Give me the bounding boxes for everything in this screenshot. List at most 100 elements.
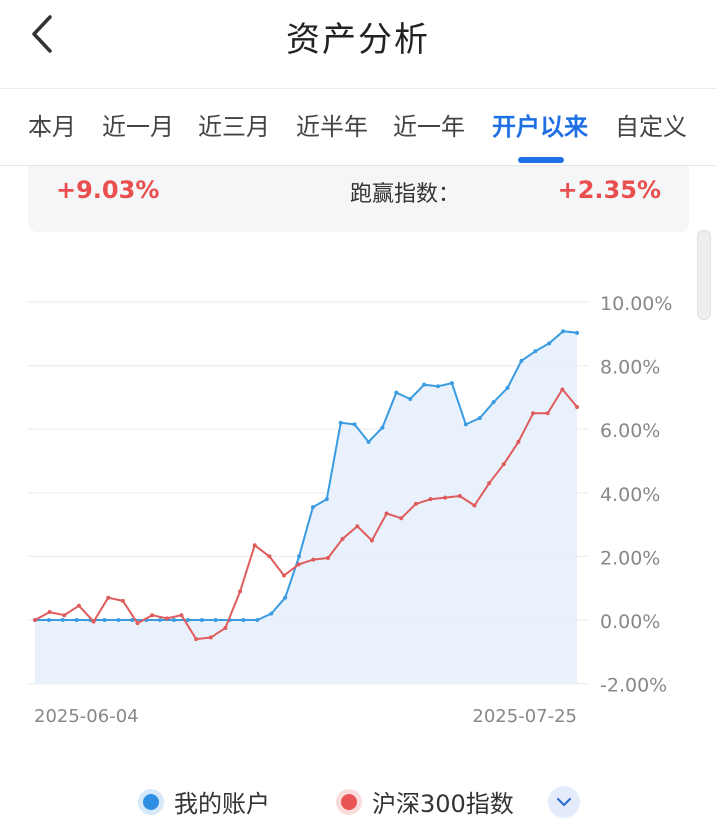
y-tick-label: 6.00% xyxy=(600,420,660,442)
index-data-point xyxy=(33,618,37,622)
index-data-point xyxy=(457,493,462,498)
x-tick-label-end: 2025-07-25 xyxy=(472,706,577,727)
tab-last-half-year[interactable]: 近半年 xyxy=(296,113,368,141)
tab-since-opening[interactable]: 开户以来 xyxy=(492,113,588,141)
index-data-point xyxy=(282,573,287,578)
chart-legend: 我的账户 沪深300指数 xyxy=(0,780,716,824)
account-data-point xyxy=(241,618,246,622)
legend-dot-index xyxy=(336,788,362,815)
index-data-point xyxy=(384,511,389,516)
index-data-point xyxy=(135,621,140,626)
index-data-point xyxy=(369,538,374,543)
beat-index-label: 跑赢指数： xyxy=(350,182,461,207)
account-data-point xyxy=(463,422,468,427)
index-data-point xyxy=(76,603,81,608)
account-data-point xyxy=(436,384,441,389)
index-data-point xyxy=(164,616,169,621)
header-bar: 资产分析 xyxy=(0,0,716,89)
account-data-point xyxy=(130,618,135,622)
page-title: 资产分析 xyxy=(286,20,430,60)
index-data-point xyxy=(355,524,360,529)
account-data-point xyxy=(171,618,176,622)
account-data-point xyxy=(338,420,343,425)
index-data-point xyxy=(325,555,330,560)
account-data-point xyxy=(477,416,482,421)
index-data-point xyxy=(91,619,96,624)
y-tick-label: 4.00% xyxy=(600,484,660,506)
period-tabs: 本月 近一月 近三月 近半年 近一年 开户以来 自定义 xyxy=(0,89,716,166)
y-tick-label: -2.00% xyxy=(600,675,667,697)
account-data-point xyxy=(283,595,288,600)
account-data-point xyxy=(102,618,107,622)
performance-chart: 10.00% 8.00% 6.00% 4.00% 2.00% 0.00% -2.00% 202… xyxy=(28,293,672,727)
index-data-point xyxy=(428,497,433,502)
index-data-point xyxy=(516,439,521,444)
index-data-point xyxy=(501,462,506,467)
tab-last-year[interactable]: 近一年 xyxy=(393,113,465,141)
chevron-down-icon xyxy=(556,797,572,807)
index-data-point xyxy=(208,635,213,640)
account-data-point xyxy=(324,497,329,502)
index-data-point xyxy=(238,589,243,594)
account-area-fill xyxy=(35,331,577,684)
account-data-point xyxy=(213,618,218,622)
account-data-point xyxy=(297,554,302,559)
account-data-point xyxy=(116,618,121,622)
chevron-left-icon xyxy=(32,15,52,53)
y-tick-label: 8.00% xyxy=(600,357,660,379)
index-data-point xyxy=(106,595,111,600)
y-tick-label: 2.00% xyxy=(600,547,660,569)
account-data-point xyxy=(60,618,65,622)
y-tick-label: 0.00% xyxy=(600,611,660,633)
legend-item-index[interactable]: 沪深300指数 xyxy=(336,784,514,819)
account-data-point xyxy=(46,618,51,622)
index-data-point xyxy=(223,625,228,630)
index-data-point xyxy=(120,598,125,603)
index-data-point xyxy=(545,411,550,416)
beat-index-value: +2.35% xyxy=(557,176,661,204)
account-data-point xyxy=(74,618,79,622)
account-data-point xyxy=(310,505,315,510)
index-data-point xyxy=(194,637,199,642)
account-data-point xyxy=(199,618,204,622)
index-data-point xyxy=(150,613,155,618)
legend-label-account: 我的账户 xyxy=(174,790,270,818)
legend-label-index: 沪深300指数 xyxy=(372,790,514,818)
account-data-point xyxy=(158,618,163,622)
account-data-point xyxy=(185,618,190,622)
account-data-point xyxy=(422,382,427,387)
index-data-point xyxy=(575,404,579,409)
account-data-point xyxy=(449,381,454,386)
account-data-point xyxy=(380,425,385,430)
account-data-point xyxy=(408,396,413,401)
tab-last-month[interactable]: 近一月 xyxy=(102,113,174,141)
account-data-point xyxy=(505,385,510,390)
account-data-point xyxy=(519,358,524,363)
index-data-point xyxy=(62,613,67,618)
index-data-point xyxy=(296,562,301,567)
active-tab-indicator xyxy=(518,157,564,163)
return-value: +9.03% xyxy=(56,176,160,204)
back-button[interactable] xyxy=(18,10,66,58)
account-data-point xyxy=(269,611,274,616)
index-data-point xyxy=(267,554,272,559)
account-data-point xyxy=(561,329,566,334)
index-data-point xyxy=(560,387,565,392)
legend-expand-button[interactable] xyxy=(548,786,580,818)
tab-custom[interactable]: 自定义 xyxy=(615,113,687,141)
account-series-line xyxy=(35,330,578,621)
account-data-point xyxy=(352,422,357,427)
account-data-point xyxy=(394,390,399,395)
legend-item-account[interactable]: 我的账户 xyxy=(138,784,270,819)
tab-this-month[interactable]: 本月 xyxy=(28,113,76,141)
legend-dot-account xyxy=(138,788,164,815)
account-data-point xyxy=(533,349,538,354)
index-data-point xyxy=(179,613,184,618)
index-data-point xyxy=(399,516,404,521)
index-data-point xyxy=(340,536,345,541)
tab-last-three-months[interactable]: 近三月 xyxy=(198,113,270,141)
index-data-point xyxy=(487,481,492,486)
scrollbar[interactable] xyxy=(697,230,711,320)
account-data-point xyxy=(255,618,260,622)
index-data-point xyxy=(252,543,257,548)
